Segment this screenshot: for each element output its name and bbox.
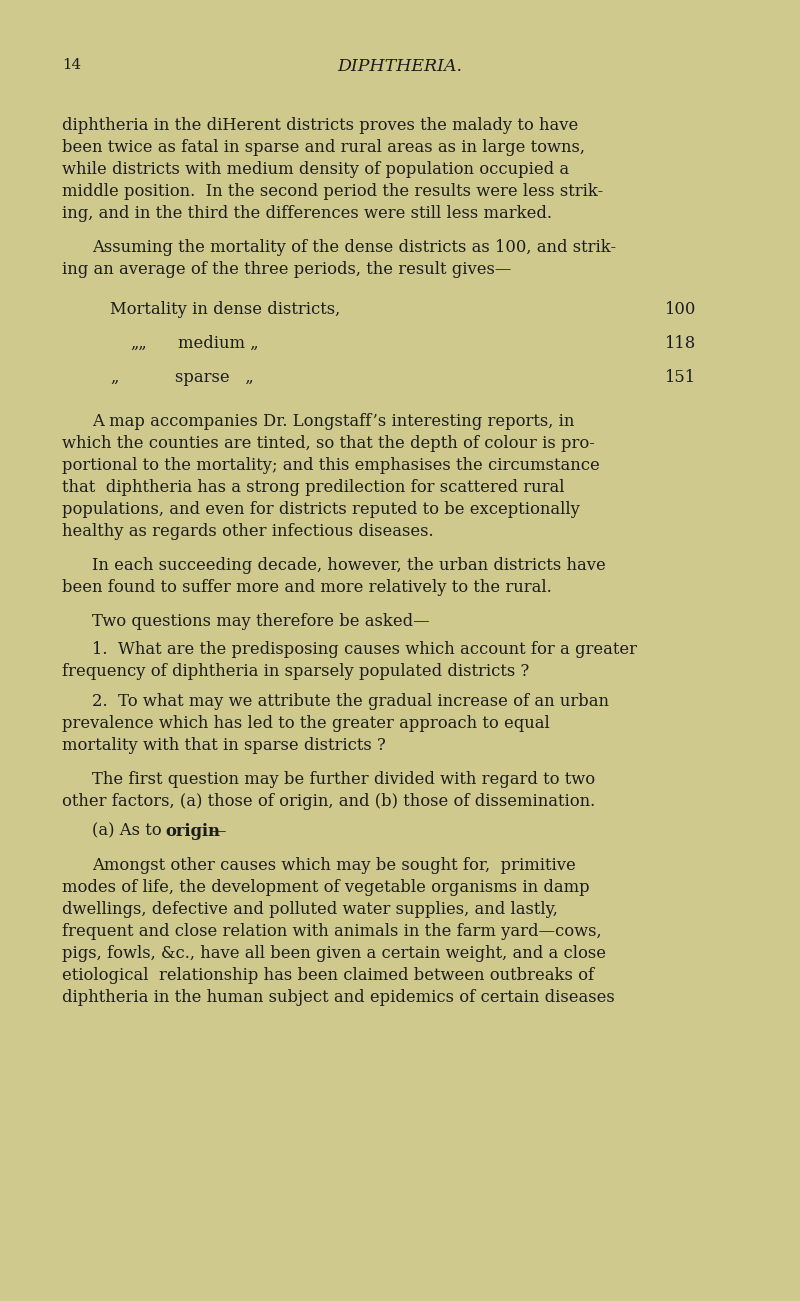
Text: dwellings, defective and polluted water supplies, and lastly,: dwellings, defective and polluted water … [62, 900, 558, 917]
Text: prevalence which has led to the greater approach to equal: prevalence which has led to the greater … [62, 714, 550, 731]
Text: mortality with that in sparse districts ?: mortality with that in sparse districts … [62, 736, 386, 753]
Text: while districts with medium density of population occupied a: while districts with medium density of p… [62, 161, 569, 178]
Text: populations, and even for districts reputed to be exceptionally: populations, and even for districts repu… [62, 501, 580, 518]
Text: portional to the mortality; and this emphasises the circumstance: portional to the mortality; and this emp… [62, 457, 600, 474]
Text: 118: 118 [664, 334, 695, 351]
Text: In each succeeding decade, however, the urban districts have: In each succeeding decade, however, the … [92, 557, 606, 574]
Text: modes of life, the development of vegetable organisms in damp: modes of life, the development of vegeta… [62, 878, 590, 896]
Text: been found to suffer more and more relatively to the rural.: been found to suffer more and more relat… [62, 579, 552, 596]
Text: Amongst other causes which may be sought for,  primitive: Amongst other causes which may be sought… [92, 857, 576, 874]
Text: —: — [209, 822, 226, 840]
Text: Assuming the mortality of the dense districts as 100, and strik-: Assuming the mortality of the dense dist… [92, 239, 616, 256]
Text: which the counties are tinted, so that the depth of colour is pro-: which the counties are tinted, so that t… [62, 435, 595, 451]
Text: origin: origin [165, 822, 220, 840]
Text: 100: 100 [664, 301, 695, 317]
Text: „„: „„ [130, 334, 146, 351]
Text: Two questions may therefore be asked—: Two questions may therefore be asked— [92, 613, 430, 630]
Text: ing an average of the three periods, the result gives—: ing an average of the three periods, the… [62, 260, 511, 278]
Text: Mortality in dense districts,: Mortality in dense districts, [110, 301, 340, 317]
Text: healthy as regards other infectious diseases.: healthy as regards other infectious dise… [62, 523, 434, 540]
Text: 1.  What are the predisposing causes which account for a greater: 1. What are the predisposing causes whic… [92, 641, 637, 658]
Text: medium „: medium „ [178, 334, 258, 351]
Text: ing, and in the third the differences were still less marked.: ing, and in the third the differences we… [62, 204, 552, 221]
Text: DIPHTHERIA.: DIPHTHERIA. [338, 59, 462, 75]
Text: pigs, fowls, &c., have all been given a certain weight, and a close: pigs, fowls, &c., have all been given a … [62, 945, 606, 961]
Text: A map accompanies Dr. Longstaff’s interesting reports, in: A map accompanies Dr. Longstaff’s intere… [92, 412, 574, 429]
Text: frequency of diphtheria in sparsely populated districts ?: frequency of diphtheria in sparsely popu… [62, 662, 530, 680]
Text: been twice as fatal in sparse and rural areas as in large towns,: been twice as fatal in sparse and rural … [62, 139, 585, 156]
Text: frequent and close relation with animals in the farm yard—cows,: frequent and close relation with animals… [62, 922, 602, 939]
Text: 14: 14 [62, 59, 81, 72]
Text: The first question may be further divided with regard to two: The first question may be further divide… [92, 770, 595, 788]
Text: 151: 151 [664, 368, 695, 386]
Text: „: „ [110, 368, 118, 386]
Text: middle position.  In the second period the results were less strik-: middle position. In the second period th… [62, 183, 603, 200]
Text: (a) As to: (a) As to [92, 822, 167, 840]
Text: sparse   „: sparse „ [175, 368, 254, 386]
Text: 2.  To what may we attribute the gradual increase of an urban: 2. To what may we attribute the gradual … [92, 693, 609, 710]
Text: diphtheria in the human subject and epidemics of certain diseases: diphtheria in the human subject and epid… [62, 989, 614, 1006]
Text: etiological  relationship has been claimed between outbreaks of: etiological relationship has been claime… [62, 967, 594, 984]
Text: that  diphtheria has a strong predilection for scattered rural: that diphtheria has a strong predilectio… [62, 479, 565, 496]
Text: other factors, (a) those of origin, and (b) those of dissemination.: other factors, (a) those of origin, and … [62, 792, 595, 809]
Text: diphtheria in the diHerent districts proves the malady to have: diphtheria in the diHerent districts pro… [62, 117, 578, 134]
